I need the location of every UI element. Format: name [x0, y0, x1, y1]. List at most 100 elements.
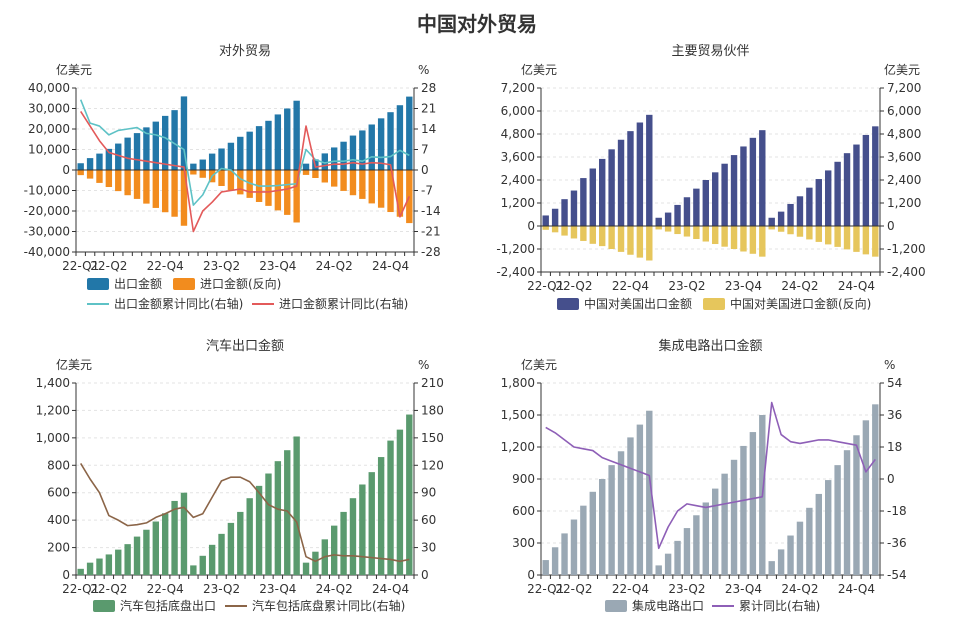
right-axis-unit: 亿美元 — [884, 62, 920, 77]
legend-swatch — [557, 298, 579, 310]
y-tick-label: 200 — [47, 541, 70, 555]
bar-中国对美国进口金额(反向) — [749, 226, 757, 254]
y-tick-label: 20,000 — [28, 122, 70, 136]
bar-出口金额 — [227, 142, 235, 170]
bar-集成电路出口 — [683, 528, 691, 575]
bar-集成电路出口 — [730, 459, 738, 575]
bar-中国对美国进口金额(反向) — [843, 226, 851, 250]
bar-出口金额 — [86, 158, 94, 170]
bar-汽车包括底盘出口 — [86, 562, 94, 575]
x-tick-label: 24-Q4 — [372, 259, 409, 273]
bar-中国对美国进口金额(反向) — [646, 226, 653, 261]
bar-出口金额 — [171, 110, 178, 170]
bar-汽车包括底盘出口 — [105, 554, 113, 575]
bar-中国对美国出口金额 — [636, 122, 644, 226]
x-tick-label: 23-Q4 — [259, 582, 296, 596]
legend-label: 汽车包括底盘累计同比(右轴) — [252, 598, 405, 613]
bar-集成电路出口 — [843, 450, 851, 575]
bar-集成电路出口 — [599, 479, 606, 575]
bar-出口金额 — [302, 163, 310, 170]
bar-中国对美国出口金额 — [589, 168, 596, 226]
y2-tick-label: 0 — [421, 568, 429, 582]
bar-进口金额(反向) — [227, 170, 235, 191]
bar-出口金额 — [190, 163, 197, 170]
bar-中国对美国出口金额 — [777, 211, 785, 227]
x-tick-label: 23-Q4 — [725, 582, 762, 596]
y-tick-label: 1,800 — [501, 376, 535, 390]
bar-集成电路出口 — [872, 404, 879, 575]
bar-中国对美国进口金额(反向) — [712, 226, 719, 245]
bar-中国对美国出口金额 — [721, 163, 728, 226]
x-tick-label: 24-Q2 — [781, 582, 818, 596]
y-tick-label: 40,000 — [28, 81, 70, 95]
bar-汽车包括底盘出口 — [377, 457, 385, 575]
y2-tick-label: 30 — [421, 541, 436, 555]
y-tick-label: -40,000 — [24, 245, 70, 259]
bar-出口金额 — [359, 130, 366, 170]
x-tick-label: 23-Q4 — [259, 259, 296, 273]
y-tick-label: 7,200 — [501, 81, 535, 95]
y-tick-label: 600 — [512, 504, 535, 518]
bar-汽车包括底盘出口 — [246, 498, 253, 575]
bar-集成电路出口 — [636, 424, 644, 575]
y2-tick-label: 1,200 — [887, 196, 921, 210]
bar-中国对美国进口金额(反向) — [834, 226, 841, 247]
bar-集成电路出口 — [551, 547, 559, 575]
line-出口金额累计同比(右轴) — [79, 99, 410, 206]
y2-tick-label: 3,600 — [887, 150, 921, 164]
bar-中国对美国进口金额(反向) — [693, 226, 700, 240]
y-tick-label: -2,400 — [496, 265, 535, 279]
bar-集成电路出口 — [768, 561, 775, 575]
bar-中国对美国出口金额 — [655, 217, 662, 226]
x-tick-label: 23-Q2 — [203, 259, 240, 273]
y-tick-label: 1,500 — [501, 408, 535, 422]
bar-中国对美国进口金额(反向) — [862, 226, 870, 255]
bar-汽车包括底盘出口 — [77, 568, 84, 575]
bar-进口金额(反向) — [152, 170, 159, 208]
y2-tick-label: 0 — [887, 219, 895, 233]
bar-出口金额 — [255, 126, 263, 170]
y2-tick-label: -28 — [421, 245, 441, 259]
bar-汽车包括底盘出口 — [396, 429, 404, 575]
bar-进口金额(反向) — [265, 170, 272, 206]
bar-进口金额(反向) — [349, 170, 357, 196]
bar-中国对美国出口金额 — [674, 204, 681, 226]
bar-进口金额(反向) — [331, 170, 338, 187]
bar-集成电路出口 — [655, 565, 662, 575]
bar-汽车包括底盘出口 — [406, 414, 413, 575]
bar-集成电路出口 — [721, 473, 728, 575]
y-tick-label: -20,000 — [24, 204, 70, 218]
x-tick-label: 22-Q2 — [555, 582, 592, 596]
x-tick-label: 24-Q4 — [838, 582, 875, 596]
bar-中国对美国出口金额 — [759, 130, 766, 226]
bar-出口金额 — [406, 96, 413, 170]
bar-出口金额 — [246, 131, 253, 170]
y2-tick-label: -54 — [887, 568, 907, 582]
bar-汽车包括底盘出口 — [199, 555, 206, 575]
bar-中国对美国进口金额(反向) — [787, 226, 794, 235]
y2-tick-label: 14 — [421, 122, 436, 136]
bar-汽车包括底盘出口 — [255, 485, 263, 575]
y2-tick-label: 210 — [421, 376, 444, 390]
panel-title: 汽车出口金额 — [206, 338, 284, 354]
y2-tick-label: -14 — [421, 204, 441, 218]
bar-出口金额 — [396, 105, 404, 170]
bar-出口金额 — [162, 115, 169, 170]
bar-进口金额(反向) — [340, 170, 347, 191]
line-汽车包括底盘累计同比(右轴) — [80, 463, 410, 563]
bar-进口金额(反向) — [115, 170, 122, 192]
bar-进口金额(反向) — [302, 170, 310, 175]
y-tick-label: 1,000 — [36, 431, 70, 445]
bar-汽车包括底盘出口 — [96, 558, 103, 575]
bar-集成电路出口 — [806, 507, 813, 575]
bar-中国对美国进口金额(反向) — [636, 226, 644, 258]
bar-中国对美国出口金额 — [627, 131, 634, 227]
bar-汽车包括底盘出口 — [331, 525, 338, 575]
bar-中国对美国出口金额 — [843, 153, 851, 226]
y-tick-label: 400 — [47, 513, 70, 527]
bar-进口金额(反向) — [105, 170, 113, 188]
bar-进口金额(反向) — [96, 170, 103, 183]
bar-进口金额(反向) — [180, 170, 188, 226]
